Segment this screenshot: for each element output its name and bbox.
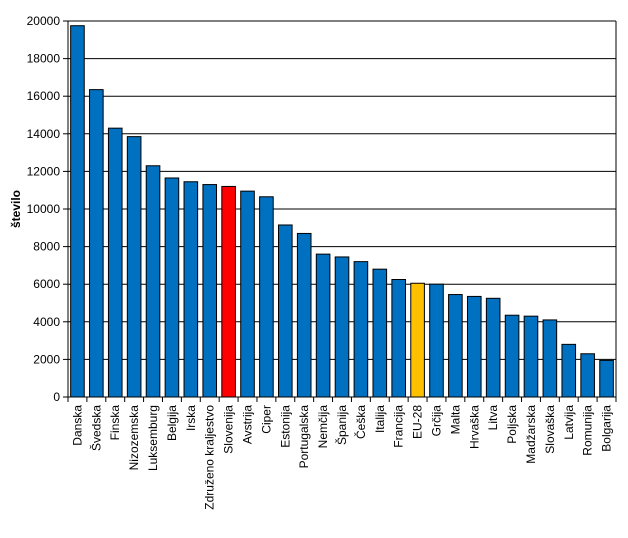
y-tick-label: 18000 [27,52,61,66]
x-category-label: Poljska [505,405,519,444]
y-tick-label: 10000 [27,202,61,216]
y-tick-labels: 0 2000 4000 6000 8000 10000 12000 14000 16000 180… [27,14,68,404]
x-category-label: Grčija [429,405,443,437]
x-category-label: Nizozemska [127,405,141,471]
x-category-label: Ciper [259,405,273,434]
y-axis-title: število [9,190,23,228]
bar-ciper [259,196,274,398]
x-category-label: EU-28 [411,405,425,439]
x-category-label: Hrvaška [467,405,481,449]
bar-madžarska [523,315,539,398]
x-category-label: Slovenija [222,405,236,454]
bar-hrvaška [466,295,482,398]
y-tick-label: 20000 [27,14,61,28]
bar-avstrija [240,190,255,398]
bar-luksemburg [145,165,161,398]
x-category-label: Romunija [581,405,595,456]
bar-češka [353,261,369,398]
x-category-label: Združeno kraljestvo [203,405,217,510]
bar-portugalska [296,232,312,398]
bar-bolgarija [599,359,614,398]
bar-italija [372,268,388,398]
y-tick-label: 14000 [27,127,61,141]
x-category-label: Avstrija [241,405,255,444]
bar-francija [391,279,406,398]
bars [70,25,614,398]
bar-danska [70,25,85,398]
bar-grčija [429,283,444,398]
bar-finska [107,127,123,398]
bar-španija [334,256,350,398]
x-category-label: Latvija [562,405,576,440]
y-tick-label: 8000 [33,240,60,254]
bar-slovaška [542,319,558,398]
y-tick-label: 16000 [27,89,61,103]
x-category-label: Belgija [165,405,179,441]
x-category-label: Češka [353,405,368,439]
x-category-label: Irska [184,405,198,431]
bar-romunija [580,353,595,398]
x-category-label: Italija [373,405,387,433]
x-category-label: Madžarska [524,405,538,464]
bar-nemčija [315,253,331,398]
bar-slovenija [221,185,236,398]
x-category-label: Nemčija [316,405,330,449]
x-category-label: Luksemburg [146,405,160,471]
bar-švedska [89,89,104,398]
x-category-label: Švedska [88,405,103,451]
x-category-label: Litva [486,405,500,431]
x-category-label: Francija [392,405,406,448]
bar-eu-28 [410,282,425,398]
x-category-label: Finska [108,405,122,441]
x-category-label: Bolgarija [600,405,614,452]
x-category-label: Estonija [278,405,292,448]
bar-združeno-kraljestvo [202,184,218,398]
y-tick-label: 12000 [27,164,61,178]
bar-litva [485,297,501,398]
y-tick-label: 2000 [33,352,60,366]
y-tick-label: 0 [53,390,60,404]
x-category-label: Danska [70,405,84,446]
x-category-label: Portugalska [297,405,311,469]
x-category-label: Slovaška [543,405,557,454]
y-tick-label: 6000 [33,277,60,291]
x-category-labels: Danska Švedska Finska Nizozemska Luksemburg B… [67,397,617,510]
x-category-label: Malta [448,405,462,435]
bar-poljska [504,314,520,398]
bar-irska [183,181,199,398]
x-category-label: Španija [334,405,349,445]
y-tick-label: 4000 [33,315,60,329]
bar-estonija [278,224,293,398]
bar-belgija [164,177,180,398]
bar-malta [448,294,463,398]
bar-nizozemska [126,136,142,398]
bar-latvija [561,343,577,398]
